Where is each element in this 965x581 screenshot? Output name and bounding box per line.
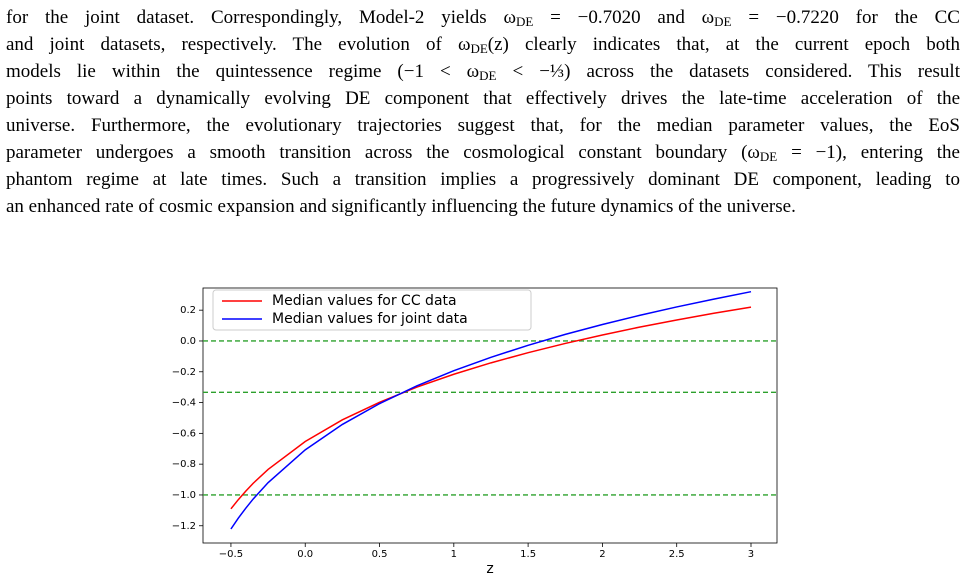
- y-tick-label: −0.4: [172, 398, 196, 409]
- text-line: and joint datasets, respectively. The ev…: [6, 31, 960, 58]
- y-tick-label: 0.2: [180, 305, 196, 316]
- text-segment: DE: [759, 149, 778, 164]
- x-tick-label: 3: [748, 549, 754, 560]
- x-axis-label: z: [486, 561, 493, 577]
- data-line: [230, 290, 752, 530]
- y-tick-label: −1.2: [172, 521, 196, 532]
- text-segment: universe. Furthermore, the evolutionary …: [6, 115, 960, 136]
- plot-area: [202, 287, 778, 544]
- legend-label: Median values for CC data: [272, 293, 457, 309]
- text-segment: an enhanced rate of cosmic expansion and…: [6, 196, 796, 217]
- data-line: [230, 306, 752, 510]
- y-tick-label: −0.6: [172, 428, 196, 439]
- text-segment: DE: [714, 14, 732, 29]
- text-segment: = −1), entering the: [777, 142, 960, 163]
- text-segment: phantom regime at late times. Such a tra…: [6, 169, 960, 190]
- text-segment: points toward a dynamically evolving DE …: [6, 88, 960, 109]
- text-line: an enhanced rate of cosmic expansion and…: [6, 193, 960, 220]
- text-segment: and joint datasets, respectively. The ev…: [6, 34, 471, 55]
- x-tick-label: −0.5: [219, 549, 243, 560]
- y-tick-label: −0.8: [172, 459, 196, 470]
- text-segment: = −0.7020 and ω: [533, 7, 715, 28]
- x-tick-label: 1.5: [520, 549, 536, 560]
- x-tick-label: 0.5: [372, 549, 388, 560]
- text-segment: for the joint dataset. Correspondingly, …: [6, 7, 516, 28]
- text-segment: (z) clearly indicates that, at the curre…: [487, 34, 960, 55]
- text-segment: models lie within the quintessence regim…: [6, 61, 480, 82]
- x-tick-label: 1: [451, 549, 457, 560]
- text-line: phantom regime at late times. Such a tra…: [6, 166, 960, 193]
- y-tick-label: 0.0: [180, 336, 196, 347]
- x-tick-label: 0.0: [297, 549, 313, 560]
- text-segment: parameter undergoes a smooth transition …: [6, 142, 760, 163]
- legend-label: Median values for joint data: [272, 311, 468, 327]
- text-segment: DE: [515, 14, 534, 29]
- text-line: models lie within the quintessence regim…: [6, 58, 960, 85]
- legend-box: [212, 289, 532, 331]
- y-tick-label: −1.0: [172, 490, 196, 501]
- text-segment: = −0.7220 for the CC: [731, 7, 960, 28]
- x-tick-label: 2.5: [669, 549, 685, 560]
- text-segment: DE: [470, 41, 488, 56]
- text-line: universe. Furthermore, the evolutionary …: [6, 112, 960, 139]
- text-line: parameter undergoes a smooth transition …: [6, 139, 960, 166]
- text-segment: DE: [479, 68, 497, 83]
- paragraph: for the joint dataset. Correspondingly, …: [6, 4, 960, 220]
- text-line: points toward a dynamically evolving DE …: [6, 85, 960, 112]
- x-tick-label: 2: [599, 549, 605, 560]
- text-line: for the joint dataset. Correspondingly, …: [6, 4, 960, 31]
- text-segment: < −⅓) across the datasets considered. Th…: [496, 61, 961, 82]
- y-tick-label: −0.2: [172, 367, 196, 378]
